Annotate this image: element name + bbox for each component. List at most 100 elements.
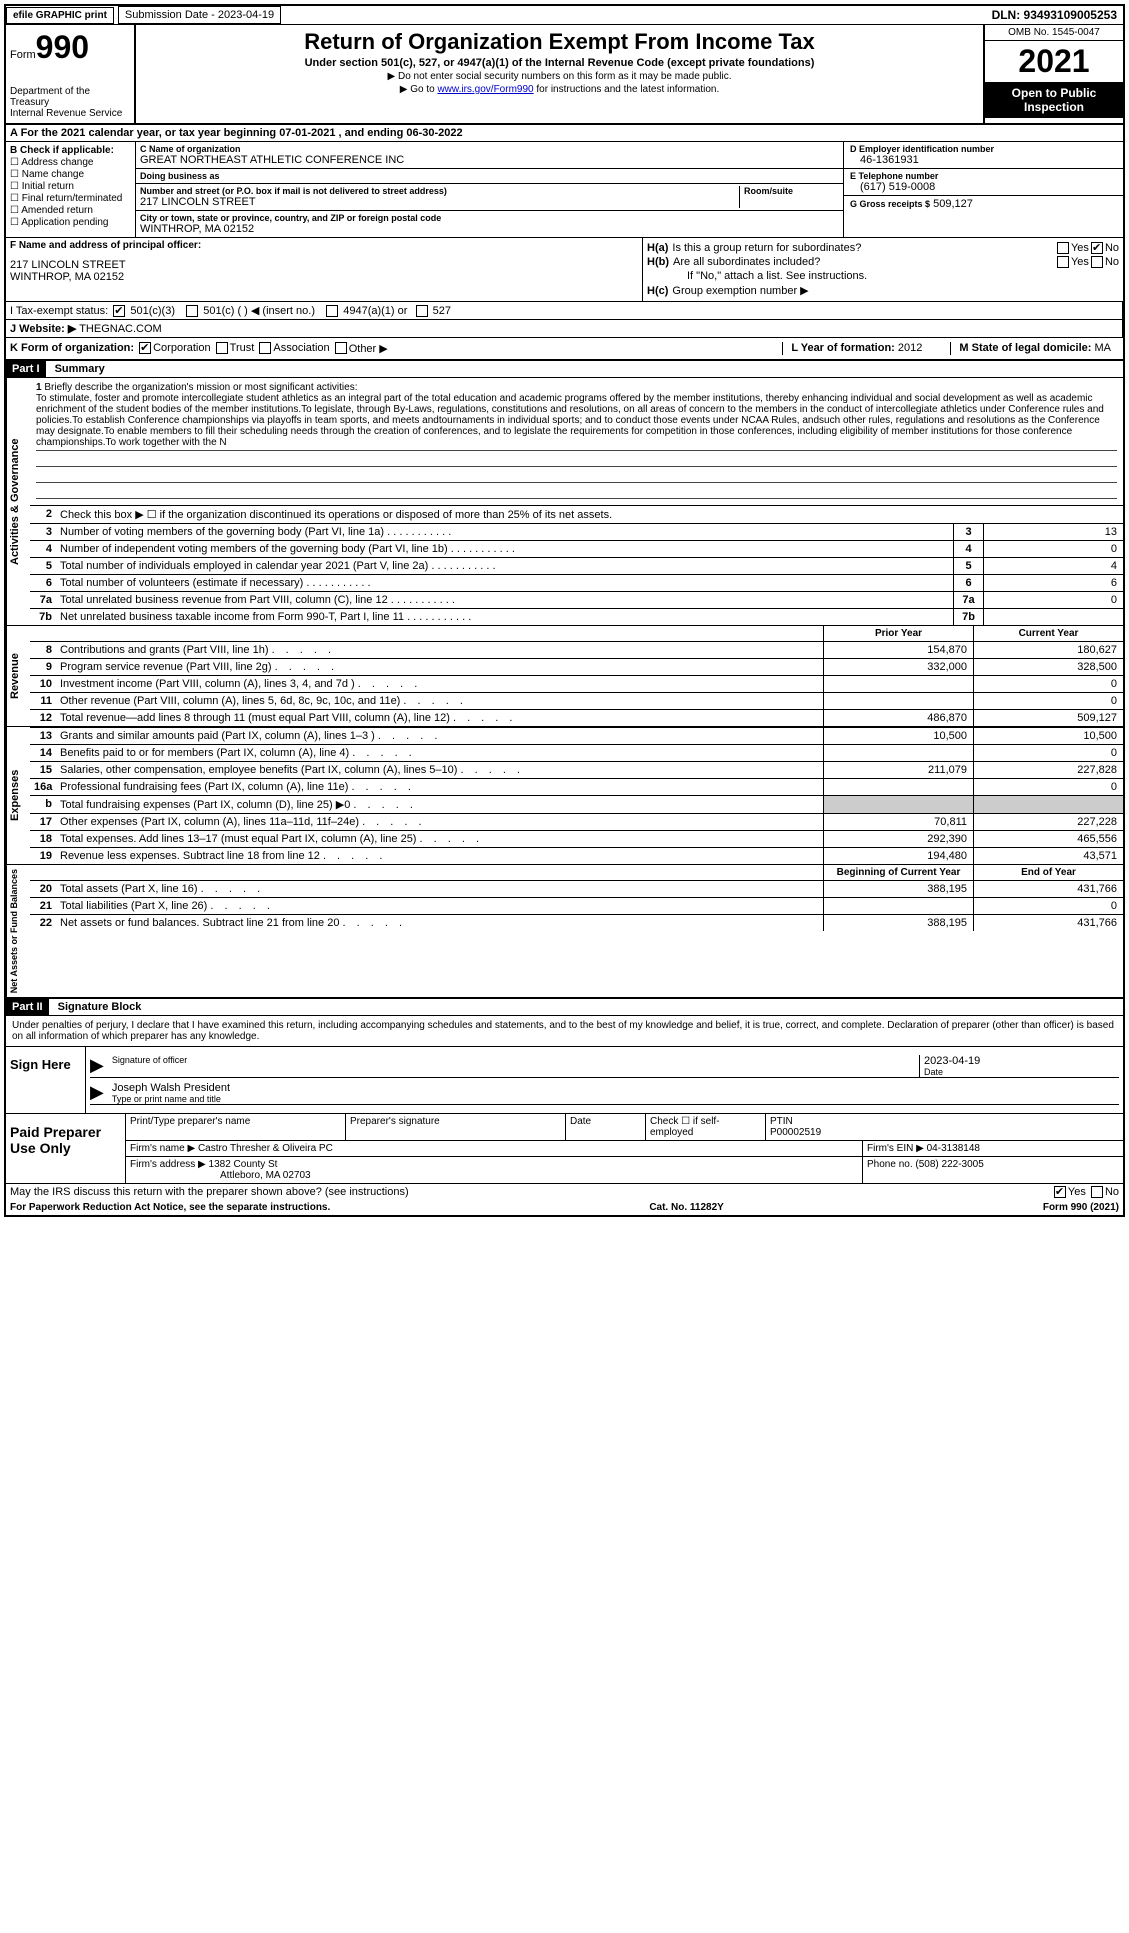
chk-corporation[interactable]	[139, 342, 151, 354]
row-num: 6	[30, 575, 56, 591]
c-dba-label: Doing business as	[140, 171, 839, 181]
blank-line	[36, 485, 1117, 499]
part2-header-row: Part II Signature Block	[6, 997, 1123, 1016]
sign-here-row: Sign Here ▶ Signature of officer 2023-04…	[6, 1047, 1123, 1113]
pra-notice: For Paperwork Reduction Act Notice, see …	[10, 1202, 330, 1213]
part1-title: Summary	[49, 361, 111, 377]
firm-name-value: Castro Thresher & Oliveira PC	[198, 1143, 333, 1154]
officer-addr2: WINTHROP, MA 02152	[10, 271, 638, 283]
g-gross-row: G Gross receipts $ 509,127	[844, 196, 1123, 212]
hb-no-checkbox[interactable]	[1091, 256, 1103, 268]
fin-row: 21 Total liabilities (Part X, line 26) .…	[30, 897, 1123, 914]
firm-phone-cell: Phone no. (508) 222-3005	[863, 1157, 1123, 1183]
line2-text: Check this box ▶ ☐ if the organization d…	[56, 506, 1123, 523]
chk-association[interactable]	[259, 342, 271, 354]
chk-trust[interactable]	[216, 342, 228, 354]
current-year-value: 0	[973, 693, 1123, 709]
hb-yes-checkbox[interactable]	[1057, 256, 1069, 268]
part2-title: Signature Block	[52, 999, 148, 1015]
fin-row: 8 Contributions and grants (Part VIII, l…	[30, 641, 1123, 658]
vtab-expenses: Expenses	[6, 727, 30, 864]
footer: For Paperwork Reduction Act Notice, see …	[6, 1200, 1123, 1215]
fin-row: 16a Professional fundraising fees (Part …	[30, 778, 1123, 795]
sig-arrow-icon: ▶	[90, 1082, 104, 1104]
hb-no: No	[1105, 256, 1119, 268]
summary-row: 7a Total unrelated business revenue from…	[30, 591, 1123, 608]
section-b-through-g: B Check if applicable: ☐ Address change …	[6, 142, 1123, 238]
sig-officer-label: Signature of officer	[112, 1055, 919, 1065]
org-city: WINTHROP, MA 02152	[140, 223, 839, 235]
line1-num: 1	[36, 382, 42, 393]
prior-year-value: 70,811	[823, 814, 973, 830]
row-num: 11	[30, 693, 56, 709]
line2-num: 2	[30, 506, 56, 523]
irs-link[interactable]: www.irs.gov/Form990	[437, 84, 533, 95]
efile-print-button[interactable]: efile GRAPHIC print	[6, 7, 114, 24]
row-value: 0	[983, 541, 1123, 557]
summary-row: 3 Number of voting members of the govern…	[30, 523, 1123, 540]
ha-no-checkbox[interactable]	[1091, 242, 1103, 254]
row-value: 4	[983, 558, 1123, 574]
prior-year-value	[823, 898, 973, 914]
c-name-row: C Name of organization GREAT NORTHEAST A…	[136, 142, 843, 169]
chk-4947[interactable]	[326, 305, 338, 317]
chk-other[interactable]	[335, 342, 347, 354]
chk-amended-return[interactable]: ☐ Amended return	[10, 205, 131, 216]
fin-row: 11 Other revenue (Part VIII, column (A),…	[30, 692, 1123, 709]
part2-badge: Part II	[6, 999, 49, 1015]
chk-initial-return[interactable]: ☐ Initial return	[10, 181, 131, 192]
row-num: 13	[30, 728, 56, 744]
prior-year-value: 486,870	[823, 710, 973, 726]
row-text: Net assets or fund balances. Subtract li…	[56, 915, 823, 931]
form-title: Return of Organization Exempt From Incom…	[140, 29, 979, 55]
c-dba-row: Doing business as	[136, 169, 843, 184]
row-num: 22	[30, 915, 56, 931]
row-num: 12	[30, 710, 56, 726]
prior-year-hdr: Prior Year	[823, 626, 973, 641]
prior-year-value	[823, 693, 973, 709]
chk-final-return[interactable]: ☐ Final return/terminated	[10, 193, 131, 204]
discuss-no-checkbox[interactable]	[1091, 1186, 1103, 1198]
h-b-line: H(b) Are all subordinates included? Yes …	[647, 256, 1119, 268]
fin-row: 18 Total expenses. Add lines 13–17 (must…	[30, 830, 1123, 847]
hc-label: H(c)	[647, 285, 668, 297]
fin-row: 19 Revenue less expenses. Subtract line …	[30, 847, 1123, 864]
chk-application-pending[interactable]: ☐ Application pending	[10, 217, 131, 228]
prep-header-row: Print/Type preparer's name Preparer's si…	[126, 1114, 1123, 1141]
officer-addr1: 217 LINCOLN STREET	[10, 259, 638, 271]
prior-year-value: 211,079	[823, 762, 973, 778]
row-text: Grants and similar amounts paid (Part IX…	[56, 728, 823, 744]
open-public: Open to Public Inspection	[985, 82, 1123, 118]
row-text: Total unrelated business revenue from Pa…	[56, 592, 953, 608]
c-city-row: City or town, state or province, country…	[136, 211, 843, 237]
shaded-cell	[823, 796, 973, 813]
row-text: Salaries, other compensation, employee b…	[56, 762, 823, 778]
row-value	[983, 609, 1123, 625]
ha-label: H(a)	[647, 242, 668, 254]
chk-address-change[interactable]: ☐ Address change	[10, 157, 131, 168]
vtab-revenue: Revenue	[6, 626, 30, 726]
submission-date-box: Submission Date - 2023-04-19	[118, 6, 281, 24]
row-num: 9	[30, 659, 56, 675]
discuss-yes-checkbox[interactable]	[1054, 1186, 1066, 1198]
dept-treasury: Department of the Treasury Internal Reve…	[10, 86, 130, 119]
firm-name-row: Firm's name ▶ Castro Thresher & Oliveira…	[126, 1141, 1123, 1157]
omb-number: OMB No. 1545-0047	[985, 25, 1123, 41]
row-num: 20	[30, 881, 56, 897]
row-box-num: 6	[953, 575, 983, 591]
current-year-value: 10,500	[973, 728, 1123, 744]
ha-yes-checkbox[interactable]	[1057, 242, 1069, 254]
form-number: Form990	[10, 29, 130, 66]
row-num: 4	[30, 541, 56, 557]
chk-501c[interactable]	[186, 305, 198, 317]
chk-527[interactable]	[416, 305, 428, 317]
fin-row: 13 Grants and similar amounts paid (Part…	[30, 727, 1123, 744]
chk-501c3[interactable]	[113, 305, 125, 317]
firm-name-cell: Firm's name ▶ Castro Thresher & Oliveira…	[126, 1141, 863, 1156]
row-text: Professional fundraising fees (Part IX, …	[56, 779, 823, 795]
chk-name-change[interactable]: ☐ Name change	[10, 169, 131, 180]
goto-pre: ▶ Go to	[400, 84, 438, 95]
fin-row: 14 Benefits paid to or for members (Part…	[30, 744, 1123, 761]
current-year-value: 509,127	[973, 710, 1123, 726]
ha-yes: Yes	[1071, 242, 1089, 254]
